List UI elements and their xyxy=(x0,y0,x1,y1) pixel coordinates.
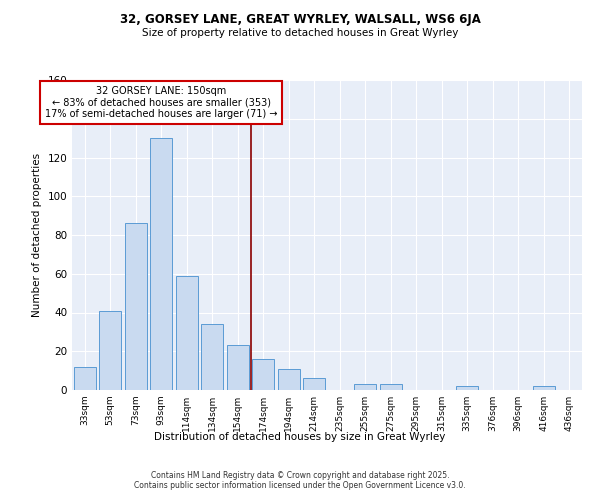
Bar xyxy=(176,276,197,390)
Bar xyxy=(304,378,325,390)
Bar xyxy=(457,386,478,390)
Bar xyxy=(253,359,274,390)
Bar xyxy=(151,138,172,390)
Text: Contains HM Land Registry data © Crown copyright and database right 2025.
Contai: Contains HM Land Registry data © Crown c… xyxy=(134,470,466,490)
Bar xyxy=(202,324,223,390)
Bar xyxy=(227,346,248,390)
Bar xyxy=(74,367,95,390)
Text: Size of property relative to detached houses in Great Wyrley: Size of property relative to detached ho… xyxy=(142,28,458,38)
Bar xyxy=(380,384,401,390)
Bar xyxy=(355,384,376,390)
Bar xyxy=(278,368,299,390)
Text: 32, GORSEY LANE, GREAT WYRLEY, WALSALL, WS6 6JA: 32, GORSEY LANE, GREAT WYRLEY, WALSALL, … xyxy=(119,12,481,26)
Y-axis label: Number of detached properties: Number of detached properties xyxy=(32,153,42,317)
Text: Distribution of detached houses by size in Great Wyrley: Distribution of detached houses by size … xyxy=(154,432,446,442)
Bar xyxy=(533,386,554,390)
Bar xyxy=(125,224,146,390)
Text: 32 GORSEY LANE: 150sqm
← 83% of detached houses are smaller (353)
17% of semi-de: 32 GORSEY LANE: 150sqm ← 83% of detached… xyxy=(45,86,277,119)
Bar xyxy=(100,310,121,390)
